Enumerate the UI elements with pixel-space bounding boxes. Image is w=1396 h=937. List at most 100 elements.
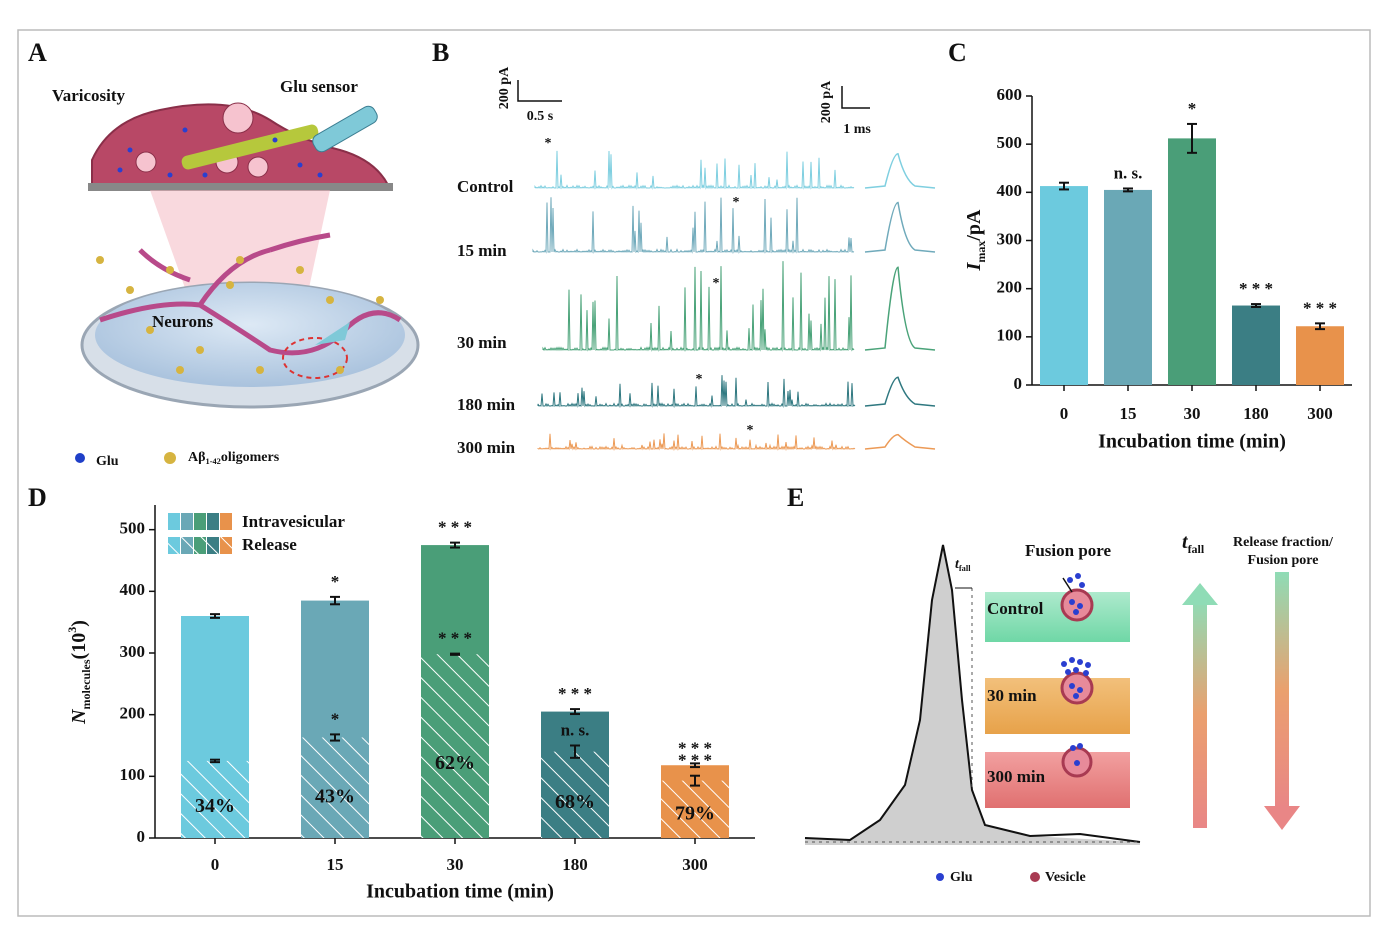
condition-label: 30 min <box>987 686 1037 705</box>
glu-dot <box>297 162 303 168</box>
spike <box>864 433 936 450</box>
legend-swatch <box>194 513 206 530</box>
trace <box>532 197 855 254</box>
bar-release <box>181 760 249 838</box>
condition-label: 300 min <box>987 767 1046 786</box>
fraction-label: 34% <box>195 795 235 817</box>
condition-label: Control <box>987 599 1044 618</box>
oligomer <box>256 366 264 374</box>
significance: * * * <box>438 629 472 648</box>
y-tick-label: 200 <box>997 278 1023 297</box>
scale-label: 0.5 s <box>527 109 554 124</box>
significance: * * * <box>558 684 592 703</box>
x-tick-label: 180 <box>562 855 588 874</box>
label: tfall <box>1182 531 1205 556</box>
significance: * <box>331 572 340 591</box>
legend-swatch <box>181 513 193 530</box>
oligomer <box>326 296 334 304</box>
spike <box>864 376 936 407</box>
oligomer <box>236 256 244 264</box>
y-tick-label: 300 <box>120 642 146 661</box>
x-axis-label: Incubation time (min) <box>1098 431 1286 453</box>
x-tick-label: 30 <box>1184 404 1201 423</box>
bar <box>1040 186 1088 385</box>
x-tick-label: 300 <box>682 855 708 874</box>
panel-label: A <box>28 38 47 67</box>
trace-label: Control <box>457 177 514 196</box>
legend-label: Vesicle <box>1045 870 1086 885</box>
label-part: t <box>955 557 960 572</box>
scale-bar <box>517 80 562 102</box>
spike <box>864 266 936 351</box>
legend-swatch-hatch <box>220 537 232 554</box>
panel-label: E <box>787 483 804 512</box>
legend-swatch-hatch <box>194 537 206 554</box>
label: Varicosity <box>52 86 126 105</box>
legend-swatch <box>168 513 180 530</box>
label: Fusion pore <box>1025 541 1112 560</box>
trace-label: 300 min <box>457 438 516 457</box>
legend-label: Glu <box>950 870 973 885</box>
bar <box>1232 305 1280 385</box>
y-tick-label: 100 <box>997 326 1023 345</box>
panel-a-art <box>75 102 420 464</box>
legend-swatch-hatch <box>168 537 180 554</box>
label-part: fall <box>1188 542 1205 556</box>
glu-dot <box>167 172 173 178</box>
significance: * * * <box>678 738 712 757</box>
y-tick-label: 200 <box>120 704 146 723</box>
significance: * * * <box>438 518 472 537</box>
y-axis-label-part: molecules <box>79 659 93 709</box>
legend-label-part: Aβ <box>188 450 206 465</box>
scale-label: 200 pA <box>497 66 512 109</box>
panel-label: D <box>28 483 47 512</box>
label-part: fall <box>959 564 971 573</box>
fraction-label: 62% <box>435 752 475 774</box>
x-tick-label: 15 <box>327 855 344 874</box>
significance: * <box>331 709 340 728</box>
glu-dot <box>182 127 188 133</box>
y-tick-label: 400 <box>120 580 146 599</box>
y-axis-label-part: ) <box>68 620 90 627</box>
glu-dot <box>202 172 208 178</box>
x-tick-label: 300 <box>1307 404 1333 423</box>
legend-swatch <box>207 513 219 530</box>
fraction-label: 79% <box>675 803 715 825</box>
asterisk: * <box>713 276 720 291</box>
x-tick-label: 15 <box>1120 404 1137 423</box>
legend-label: Glu <box>96 454 119 469</box>
legend-swatch <box>220 513 232 530</box>
oligomer <box>196 346 204 354</box>
panel-label: C <box>948 38 967 67</box>
asterisk: * <box>747 423 754 438</box>
y-tick-label: 600 <box>997 85 1023 104</box>
bar-release <box>661 780 729 838</box>
spike <box>864 201 936 253</box>
bar-release <box>301 737 369 838</box>
label: Release fraction/ <box>1233 535 1334 550</box>
trace-label: 30 min <box>457 333 507 352</box>
significance: * * * <box>1303 298 1337 317</box>
legend-label-part: oligomers <box>221 450 280 465</box>
label: tfall <box>955 557 971 573</box>
asterisk: * <box>733 195 740 210</box>
label: Neurons <box>152 312 213 331</box>
y-axis-label-part: (10 <box>68 633 90 660</box>
oligomer <box>296 266 304 274</box>
spike <box>864 153 936 189</box>
y-axis-label-part: /pA <box>963 209 985 242</box>
bar-release <box>541 751 609 838</box>
bar <box>1104 189 1152 385</box>
trace-label: 15 min <box>457 241 507 260</box>
y-tick-label: 500 <box>997 133 1023 152</box>
label: Fusion pore <box>1248 553 1319 568</box>
scale-label: 1 ms <box>843 122 871 137</box>
oligomer <box>96 256 104 264</box>
x-tick-label: 0 <box>1060 404 1069 423</box>
legend-label: Aβ1-42oligomers <box>188 450 280 466</box>
significance: n. s. <box>561 720 590 739</box>
oligomer <box>376 296 384 304</box>
glu-dot <box>317 172 323 178</box>
scale-bar <box>841 86 870 109</box>
trace <box>537 375 856 408</box>
